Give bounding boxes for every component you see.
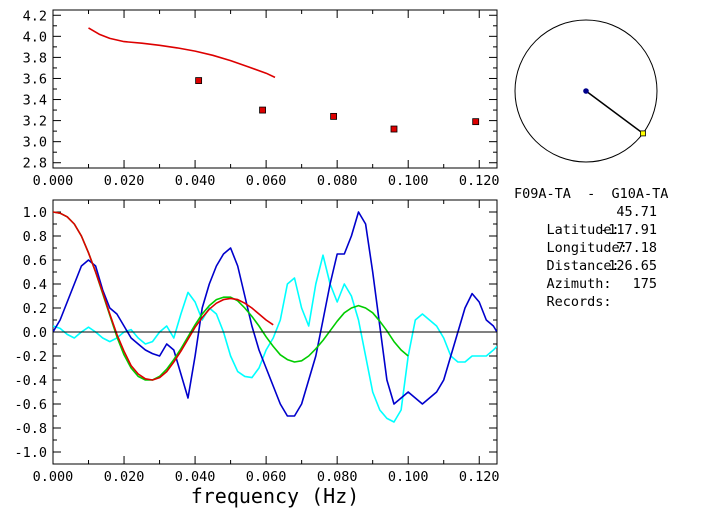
y-tick-label: -0.2 bbox=[14, 349, 47, 365]
x-tick-label: 0.120 bbox=[459, 469, 500, 485]
y-tick-label: 3.2 bbox=[23, 114, 47, 130]
correlation-ticks: 0.000 0.020 0.040 0.060 0.080 0.100 0.120 -1.0 -… bbox=[14, 200, 500, 485]
y-tick-label: 0.8 bbox=[23, 229, 47, 245]
frequency-axis-label: frequency (Hz) bbox=[191, 484, 360, 508]
azimuth-line bbox=[585, 90, 644, 135]
y-tick-label: 0.2 bbox=[23, 301, 47, 317]
latitude-value: 45.71 bbox=[616, 204, 657, 220]
y-tick-label: 0.6 bbox=[23, 253, 47, 269]
data-point-marker bbox=[195, 77, 203, 84]
dispersion-chart: 0.000 0.020 0.040 0.060 0.080 0.100 0.120 2.8 3.… bbox=[23, 8, 500, 189]
series-line-0 bbox=[88, 27, 276, 79]
x-tick-label: 0.020 bbox=[104, 173, 145, 189]
data-point-marker bbox=[330, 112, 338, 120]
y-tick-label: -0.8 bbox=[14, 421, 47, 437]
y-tick-label: 2.8 bbox=[23, 156, 47, 172]
records-row: Records: bbox=[514, 275, 612, 329]
x-tick-label: 0.020 bbox=[104, 469, 145, 485]
correlation-chart: 0.000 0.020 0.040 0.060 0.080 0.100 0.120 -1.0 -… bbox=[14, 199, 500, 508]
x-tick-label: 0.060 bbox=[246, 469, 287, 485]
latitude-label: Latitude: bbox=[546, 222, 620, 238]
y-tick-label: 3.0 bbox=[23, 135, 47, 151]
azimuth-value: 126.65 bbox=[608, 258, 657, 274]
station-target-marker bbox=[640, 130, 646, 137]
x-tick-label: 0.100 bbox=[388, 173, 429, 189]
dispersion-plot-frame bbox=[52, 9, 498, 169]
station-origin-dot bbox=[583, 88, 589, 94]
y-tick-label: -0.4 bbox=[14, 373, 47, 389]
dispersion-series bbox=[88, 27, 480, 133]
series-line-3 bbox=[53, 211, 274, 381]
dispersion-ticks: 0.000 0.020 0.040 0.060 0.080 0.100 0.120 2.8 3.… bbox=[23, 8, 500, 189]
data-point-marker bbox=[472, 118, 480, 126]
x-tick-label: 0.080 bbox=[317, 469, 358, 485]
correlation-series bbox=[53, 211, 497, 423]
azimuth-label: Azimuth: bbox=[546, 276, 612, 292]
y-tick-label: 4.2 bbox=[23, 8, 47, 24]
y-tick-label: 0.4 bbox=[23, 277, 47, 293]
y-tick-label: -1.0 bbox=[14, 445, 47, 461]
longitude-value: -117.91 bbox=[600, 222, 657, 238]
station-pair: F09A-TA - G10A-TA bbox=[514, 186, 669, 202]
x-tick-label: 0.040 bbox=[175, 469, 216, 485]
x-tick-label: 0.060 bbox=[246, 173, 287, 189]
y-tick-label: 4.0 bbox=[23, 29, 47, 45]
records-label: Records: bbox=[546, 294, 612, 310]
y-tick-label: 3.8 bbox=[23, 50, 47, 66]
y-tick-label: 3.6 bbox=[23, 71, 47, 87]
longitude-label: Longitude: bbox=[546, 240, 628, 256]
distance-label: Distance: bbox=[546, 258, 620, 274]
compass-circle bbox=[514, 19, 658, 163]
data-point-marker bbox=[390, 125, 398, 133]
azimuth-compass bbox=[514, 19, 658, 163]
distance-row: Distance: bbox=[514, 239, 620, 293]
azimuth-row: Azimuth: bbox=[514, 257, 612, 311]
data-point-marker bbox=[259, 106, 266, 114]
longitude-row: Longitude: bbox=[514, 221, 628, 275]
y-tick-label: -0.6 bbox=[14, 397, 47, 413]
y-tick-label: 0.0 bbox=[23, 325, 47, 341]
x-tick-label: 0.080 bbox=[317, 173, 358, 189]
latitude-row: Latitude: bbox=[514, 203, 620, 257]
y-tick-label: 1.0 bbox=[23, 205, 47, 221]
records-value: 175 bbox=[632, 276, 657, 292]
x-tick-label: 0.040 bbox=[175, 173, 216, 189]
x-tick-label: 0.000 bbox=[33, 469, 74, 485]
x-tick-label: 0.100 bbox=[388, 469, 429, 485]
x-tick-label: 0.120 bbox=[459, 173, 500, 189]
x-tick-label: 0.000 bbox=[33, 173, 74, 189]
y-tick-label: 3.4 bbox=[23, 93, 47, 109]
distance-value: 77.18 bbox=[616, 240, 657, 256]
